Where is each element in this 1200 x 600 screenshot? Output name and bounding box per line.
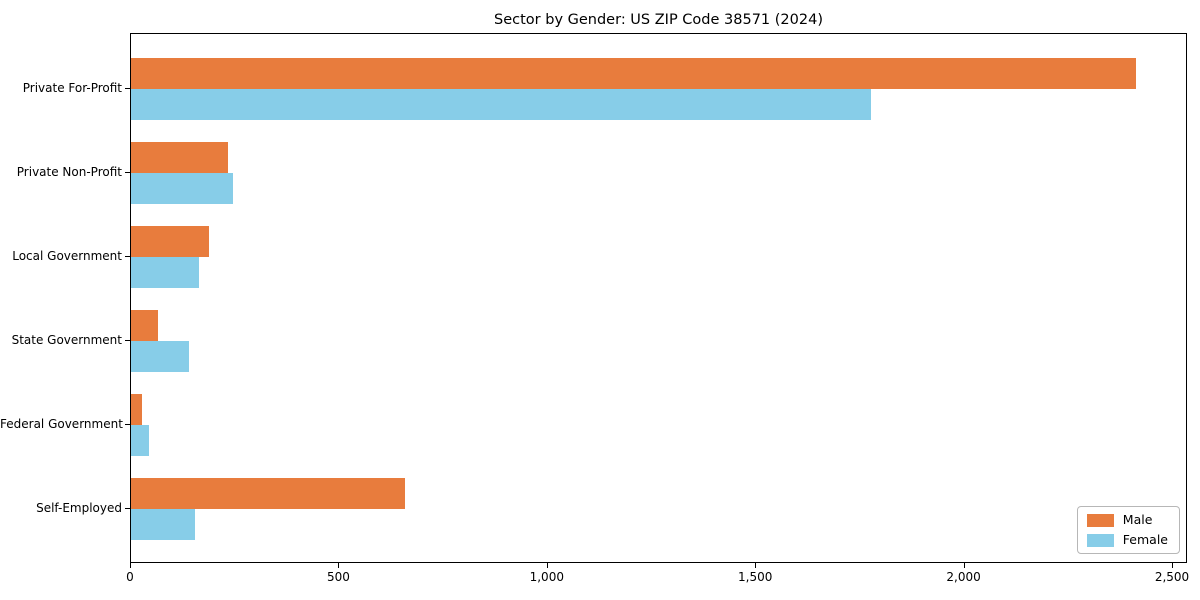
bar-female-federal-government [131, 425, 149, 456]
male-series-swatch [1086, 513, 1114, 527]
bar-male-self-employed [131, 478, 405, 509]
x-tick-mark [338, 563, 340, 568]
x-tick-mark [546, 563, 548, 568]
bar-male-private-non-profit [131, 142, 229, 173]
y-axis-label-private-non-profit: Private Non-Profit [16, 165, 122, 179]
x-tick-mark [130, 563, 131, 568]
plot-area: Male Female [130, 33, 1187, 563]
bar-female-self-employed [131, 509, 196, 540]
legend-label-female: Female [1122, 532, 1168, 547]
x-tick-mark [755, 563, 757, 568]
x-tick-mark [963, 563, 965, 568]
x-axis-tick-label-1-500: 1,500 [738, 570, 773, 584]
y-axis-label-self-employed: Self-Employed [36, 501, 122, 515]
y-axis-label-local-government: Local Government [12, 249, 122, 263]
x-axis-tick-label-500: 500 [326, 570, 350, 584]
chart-title: Sector by Gender: US ZIP Code 38571 (202… [494, 12, 823, 28]
bar-female-private-for-profit [131, 89, 871, 120]
bar-male-private-for-profit [131, 58, 1136, 89]
legend: Male Female [1076, 506, 1180, 554]
bar-male-state-government [131, 310, 159, 341]
legend-item-female: Female [1086, 532, 1168, 547]
bar-male-local-government [131, 226, 209, 257]
bar-female-state-government [131, 341, 189, 372]
y-tick-mark [125, 172, 130, 173]
x-axis-tick-label-1-000: 1,000 [529, 570, 564, 584]
bar-female-local-government [131, 257, 199, 288]
x-tick-mark [1172, 563, 1173, 568]
x-axis-tick-label-0: 0 [126, 570, 134, 584]
y-axis-label-federal-government: Federal Government [0, 417, 123, 431]
y-axis-label-state-government: State Government [11, 333, 122, 347]
x-axis-tick-label-2-500: 2,500 [1154, 570, 1190, 584]
y-tick-mark [125, 508, 130, 509]
y-tick-mark [125, 88, 130, 89]
y-tick-mark [125, 424, 130, 425]
bar-male-federal-government [131, 394, 143, 425]
bar-female-private-non-profit [131, 173, 234, 204]
y-tick-mark [125, 256, 130, 257]
y-tick-mark [125, 340, 130, 341]
female-series-swatch [1086, 533, 1114, 547]
y-axis-label-private-for-profit: Private For-Profit [22, 81, 122, 95]
legend-label-male: Male [1122, 512, 1153, 527]
legend-item-male: Male [1086, 512, 1168, 527]
x-axis-tick-label-2-000: 2,000 [946, 570, 981, 584]
